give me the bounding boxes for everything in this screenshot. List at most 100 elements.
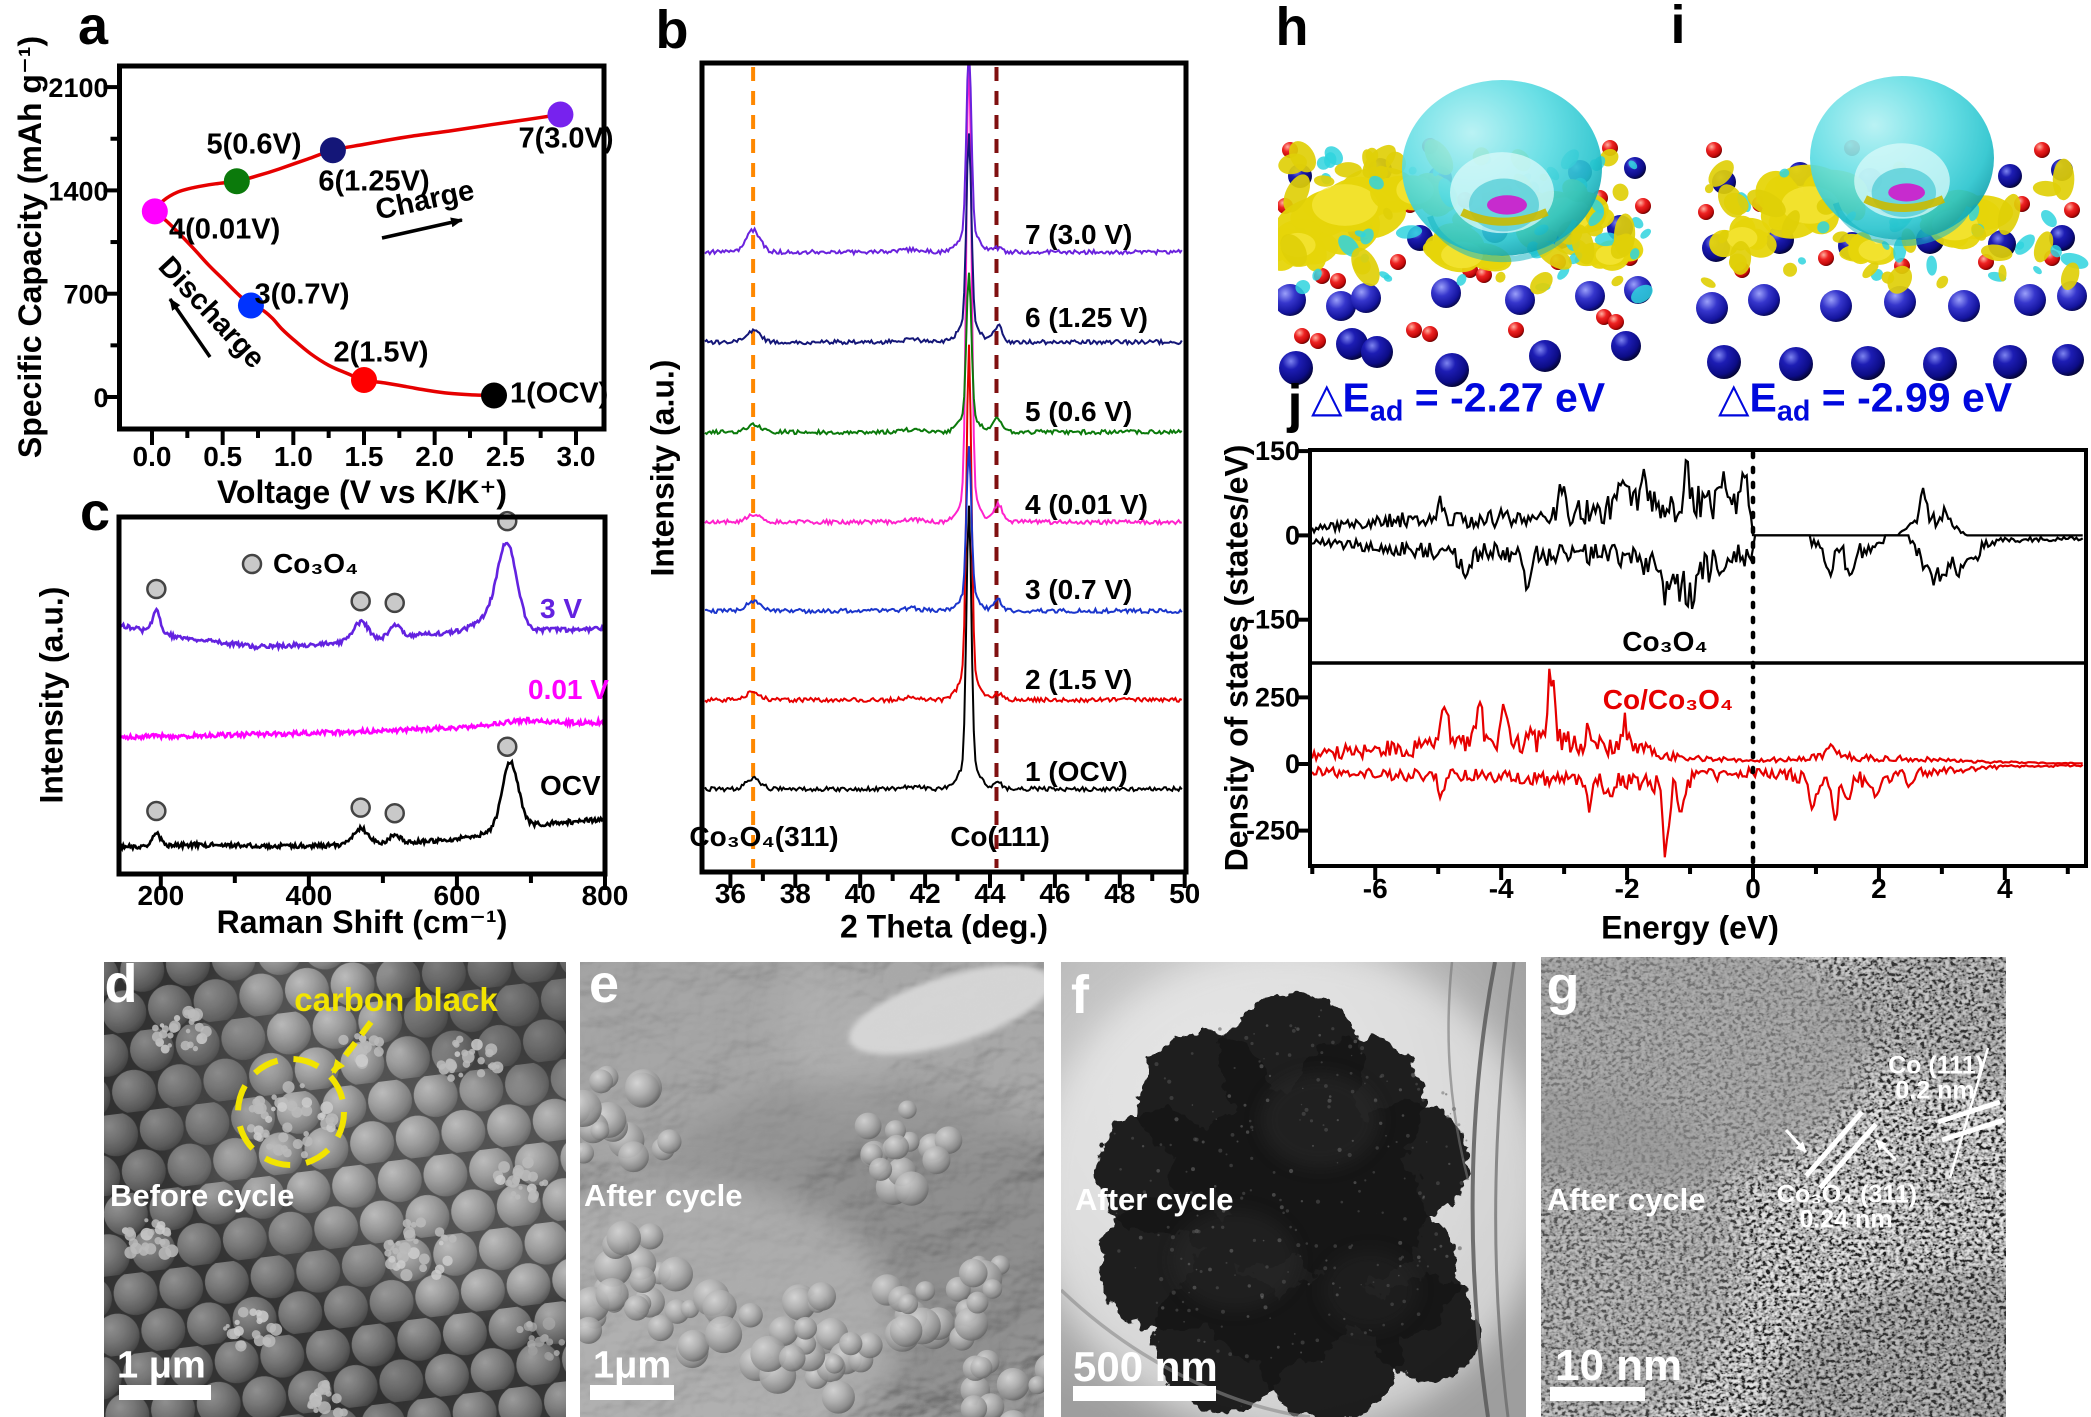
panel-a-y-tick: 700	[63, 280, 108, 310]
o-atom	[1310, 333, 1326, 349]
charge-accumulation-blob	[1718, 230, 1729, 244]
charge-accumulation-blob	[1832, 231, 1849, 243]
panel-j-x-tick: -6	[1363, 873, 1388, 904]
charge-depletion-blob	[1295, 280, 1311, 295]
panel-b-plot: 36 38 40 42 44 46 48 50	[704, 65, 1200, 909]
g-annot-co-line1: Co (111)	[1888, 1051, 1984, 1080]
charge-depletion-blob	[1557, 266, 1570, 280]
charge-accumulation-blob	[1383, 207, 1393, 220]
co-atom	[1529, 340, 1561, 372]
o-atom	[1406, 322, 1422, 338]
raman-curve-label-001v: 0.01 V	[528, 674, 609, 705]
ead-left-label: △Ead = -2.27 eV	[1311, 373, 1605, 428]
charge-accumulation-blob	[1313, 175, 1335, 187]
charge-accumulation-blob	[1530, 272, 1553, 295]
panel-f-scale-text: 500 nm	[1073, 1343, 1218, 1390]
panel-i-letter: i	[1670, 0, 1686, 55]
co3o4-peak-marker	[384, 592, 405, 614]
co-atom	[1575, 281, 1605, 311]
panel-a-plot: 0.0 0.5 1.0 1.5 2.0 2.5 3.0 0 700 1400 2100	[48, 73, 595, 472]
co-atom	[2014, 284, 2046, 316]
co-atom	[1948, 290, 1980, 322]
state-point-3	[237, 292, 264, 319]
co-atom	[1696, 292, 1728, 324]
panel-a-x-title: Voltage (V vs K/K⁺)	[216, 474, 508, 510]
raman-curve-1	[117, 541, 605, 653]
panel-b-y-title: Intensity (a.u.)	[644, 359, 681, 577]
charge-accumulation-blob	[1351, 247, 1380, 287]
co3o4-legend-marker	[241, 553, 263, 575]
co-atom	[1820, 290, 1852, 322]
panel-a-y-title: Specific Capacity (mAh g⁻¹)	[12, 35, 48, 459]
panel-b-x-tick: 48	[1104, 878, 1135, 909]
state-point-1	[481, 382, 508, 409]
panel-c-x-tick: 600	[434, 880, 481, 911]
panel-b-x-tick: 38	[780, 878, 811, 909]
xrd-curve-3	[704, 446, 1183, 615]
co-atom	[1611, 331, 1641, 361]
dome-core-magenta	[1888, 183, 1925, 202]
panel-b-x-tick: 36	[715, 878, 746, 909]
panel-h-letter: h	[1275, 0, 1309, 57]
panel-a-x-tick: 0.0	[133, 441, 172, 472]
panel-b-frame	[699, 60, 1189, 875]
panel-e-caption: After cycle	[584, 1178, 743, 1213]
charge-accumulation-blob	[1613, 213, 1636, 257]
charge-depletion-blob	[1779, 168, 1790, 178]
charge-depletion-blob	[1395, 225, 1423, 239]
charge-depletion-blob	[1640, 228, 1652, 239]
charge-depletion-blob	[2060, 252, 2089, 269]
dos-label-co-co3o4: Co/Co₃O₄	[1602, 684, 1734, 715]
charge-accumulation-blob	[1971, 223, 1987, 241]
xrd-ref-label-co3o4: Co₃O₄(311)	[689, 821, 839, 852]
charge-accumulation-blob	[1611, 275, 1624, 287]
charge-accumulation-blob	[1881, 271, 1895, 284]
panel-a-y-tick: 2100	[48, 73, 108, 103]
o-atom	[1608, 314, 1624, 330]
xrd-curve-5	[704, 272, 1183, 437]
charge-depletion-blob	[1456, 274, 1467, 286]
o-atom	[1330, 273, 1346, 289]
raman-curve-3	[117, 758, 605, 853]
ead-right-pre: △E	[1718, 374, 1777, 421]
panel-c-x-tick: 200	[137, 880, 184, 911]
panel-e-scale-bar	[590, 1385, 674, 1400]
charge-accumulation-blob	[1365, 147, 1379, 163]
g-annot-co-line2: 0.2 nm	[1895, 1076, 1975, 1105]
charge-depletion-blob	[1368, 175, 1384, 190]
ead-left-post: = -2.27 eV	[1403, 374, 1606, 421]
panel-d-letter: d	[104, 954, 138, 1014]
panel-b-x-tick: 50	[1169, 878, 1200, 909]
co-atom	[1361, 336, 1393, 368]
state-point-7	[547, 101, 574, 128]
panel-a-x-tick: 2.0	[415, 441, 454, 472]
o-atom	[1422, 326, 1438, 342]
panel-e-letter: e	[588, 954, 620, 1014]
charge-accumulation-blob	[1334, 162, 1362, 178]
panel-j-x-tick: -2	[1615, 873, 1640, 904]
raman-curve-2	[118, 714, 606, 742]
panel-c-letter: c	[79, 482, 111, 542]
panel-f-image	[1061, 962, 1526, 1417]
panel-g-caption: After cycle	[1547, 1182, 1706, 1217]
dos-Co/Co3O4-spin_up	[1312, 668, 2083, 765]
charge-depletion-blob	[2041, 210, 2057, 228]
ead-left-pre: △E	[1311, 374, 1370, 421]
charge-accumulation-blob	[1887, 265, 1913, 294]
o-atom	[1698, 204, 1714, 220]
o-atom	[1818, 250, 1834, 266]
charge-accumulation-blob	[2052, 158, 2075, 201]
charge-accumulation-blob	[2033, 231, 2054, 263]
panel-j-top-y-tick: 0	[1285, 520, 1300, 550]
panel-j-plot: -6 -4 -2 0 2 4 150 0 -150 250 0 -250	[1246, 436, 2086, 904]
charge-accumulation-blob	[1728, 253, 1747, 272]
lattice-annotations	[1784, 1047, 2005, 1190]
carbon-black-annotation: carbon black	[294, 981, 498, 1018]
panel-f-scale-bar	[1073, 1386, 1216, 1401]
xrd-curve-1	[704, 505, 1183, 794]
panel-a-x-tick: 3.0	[557, 441, 596, 472]
panel-j-x-tick: -4	[1489, 873, 1514, 904]
panel-d-image	[104, 962, 566, 1417]
charge-accumulation-blob	[1283, 174, 1311, 213]
charge-accumulation-blob	[1936, 275, 1949, 289]
